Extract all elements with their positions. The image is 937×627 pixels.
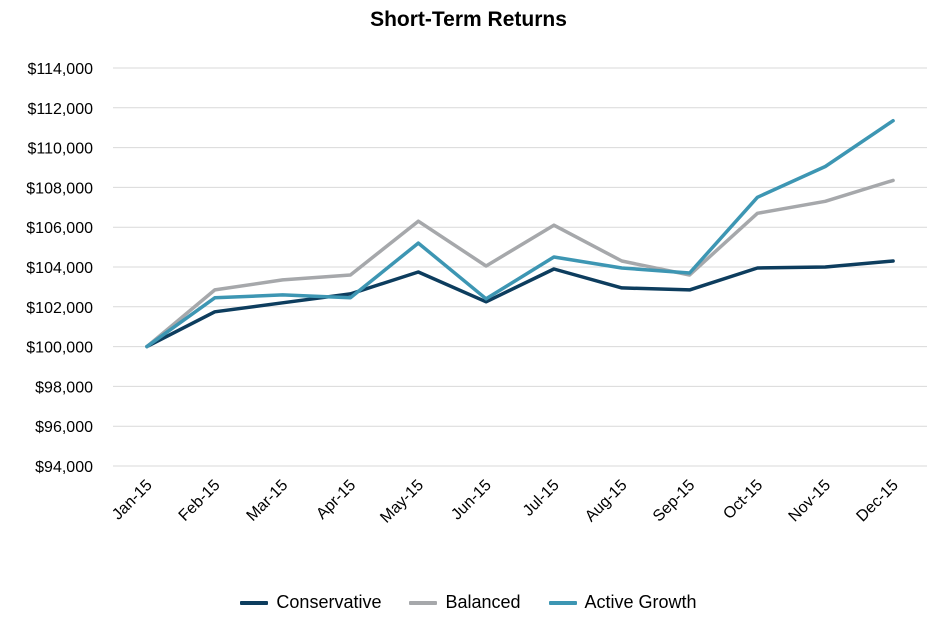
x-tick-label: Mar-15 [244,477,292,525]
y-tick-label: $100,000 [26,340,93,357]
x-tick-label: Oct-15 [720,477,766,523]
y-tick-label: $112,000 [27,101,93,118]
x-tick-label: Jan-15 [109,477,156,524]
y-tick-label: $94,000 [35,459,93,476]
x-tick-label: May-15 [377,477,427,527]
x-tick-label: Sep-15 [650,477,699,526]
legend-label: Active Growth [584,592,697,612]
y-tick-label: $108,000 [26,180,93,197]
chart-title: Short-Term Returns [370,8,567,31]
legend-swatch [548,600,577,605]
legend-label: Balanced [445,592,521,612]
y-tick-label: $104,000 [26,260,93,277]
y-tick-label: $114,000 [27,61,93,78]
series-line-active-growth [145,118,895,349]
legend: Conservative Balanced Active Growth [0,592,937,613]
x-tick-label: Nov-15 [786,477,835,526]
series-line-conservative [145,259,895,349]
legend-swatch [409,600,438,605]
y-tick-label: $102,000 [26,300,93,317]
legend-item: Conservative [240,592,381,613]
x-tick-label: Jun-15 [448,477,495,524]
x-tick-label: Apr-15 [313,477,359,523]
y-tick-label: $110,000 [27,141,93,158]
legend-item: Active Growth [548,592,697,613]
legend-item: Balanced [409,592,521,613]
x-tick-label: Jul-15 [520,477,563,520]
legend-swatch [240,600,269,605]
x-tick-label: Feb-15 [176,477,224,525]
y-tick-label: $98,000 [35,379,93,396]
y-tick-label: $96,000 [35,419,93,436]
series-line-balanced [145,178,895,349]
x-tick-label: Dec-15 [853,477,902,526]
legend-label: Conservative [276,592,382,612]
y-tick-label: $106,000 [26,220,93,237]
x-tick-label: Aug-15 [582,477,631,526]
